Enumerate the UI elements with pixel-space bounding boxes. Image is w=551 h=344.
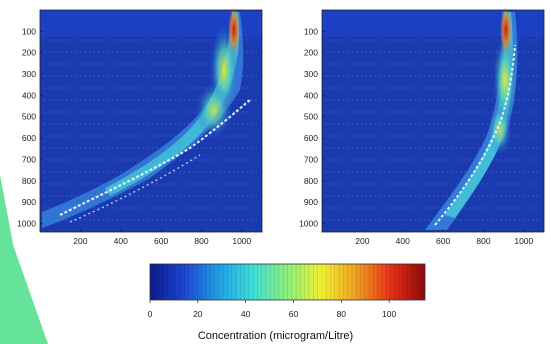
colorbar-tick-label: 80 (337, 309, 347, 319)
y-tick-label-left: 300 (22, 69, 36, 79)
y-tick-label-left: 700 (22, 154, 36, 164)
y-tick-label-left: 400 (22, 90, 36, 100)
x-tick-label-left: 1000 (232, 236, 251, 246)
y-tick-label-right: 700 (304, 154, 318, 164)
x-tick-label-right: 400 (396, 236, 410, 246)
y-tick-label-right: 200 (304, 48, 318, 58)
x-tick-label-left: 400 (114, 236, 128, 246)
x-tick-label-right: 200 (355, 236, 369, 246)
plume-left (42, 6, 251, 228)
y-tick-label-right: 900 (304, 197, 318, 207)
colorbar-gradient (149, 263, 426, 301)
plot-frame-left (39, 9, 263, 233)
x-ticks-left: 200 400 600 800 1000 (73, 229, 252, 246)
y-tick-label-left: 900 (22, 197, 36, 207)
colorbar: 0 20 40 60 80 100 (148, 263, 426, 319)
x-tick-label-left: 600 (154, 236, 168, 246)
y-tick-label-right: 100 (304, 26, 318, 36)
y-tick-label-right: 1000 (299, 218, 318, 228)
colorbar-tick-label: 100 (382, 309, 396, 319)
y-tick-label-right: 600 (304, 133, 318, 143)
plot-right: 100 200 300 400 500 600 700 800 900 1000 200 400 60… (299, 6, 545, 246)
y-tick-label-right: 800 (304, 176, 318, 186)
y-tick-label-left: 100 (22, 26, 36, 36)
y-tick-label-left: 1000 (17, 218, 36, 228)
colorbar-tick-label: 40 (241, 309, 251, 319)
x-tick-label-right: 1000 (514, 236, 533, 246)
colorbar-stripes (154, 264, 421, 300)
x-tick-label-right: 800 (476, 236, 490, 246)
y-tick-label-left: 200 (22, 48, 36, 58)
y-tick-label-left: 800 (22, 176, 36, 186)
colorbar-ticks: 0 20 40 60 80 100 (148, 300, 396, 319)
x-ticks-right: 200 400 600 800 1000 (355, 229, 534, 246)
colorbar-label: Concentration (microgram/Litre) (197, 330, 354, 342)
y-tick-label-right: 500 (304, 112, 318, 122)
y-ticks-left: 100 200 300 400 500 600 700 800 900 1000 (17, 26, 43, 228)
colorbar-tick-label: 60 (289, 309, 299, 319)
y-tick-label-left: 600 (22, 133, 36, 143)
y-tick-label-left: 500 (22, 112, 36, 122)
y-tick-label-right: 300 (304, 69, 318, 79)
y-ticks-right: 100 200 300 400 500 600 700 800 900 1000 (299, 26, 325, 228)
plume-right (425, 6, 518, 230)
x-tick-label-right: 600 (436, 236, 450, 246)
x-tick-label-left: 200 (73, 236, 87, 246)
colorbar-tick-label: 0 (148, 309, 153, 319)
x-tick-label-left: 800 (194, 236, 208, 246)
y-tick-label-right: 400 (304, 90, 318, 100)
plot-frame-right (321, 9, 545, 233)
plot-left: 100 200 300 400 500 600 700 800 900 1000 200 400 60… (17, 6, 263, 246)
colorbar-tick-label: 20 (193, 309, 203, 319)
